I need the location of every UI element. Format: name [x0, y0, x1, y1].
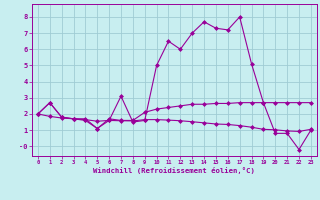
X-axis label: Windchill (Refroidissement éolien,°C): Windchill (Refroidissement éolien,°C)	[93, 167, 255, 174]
